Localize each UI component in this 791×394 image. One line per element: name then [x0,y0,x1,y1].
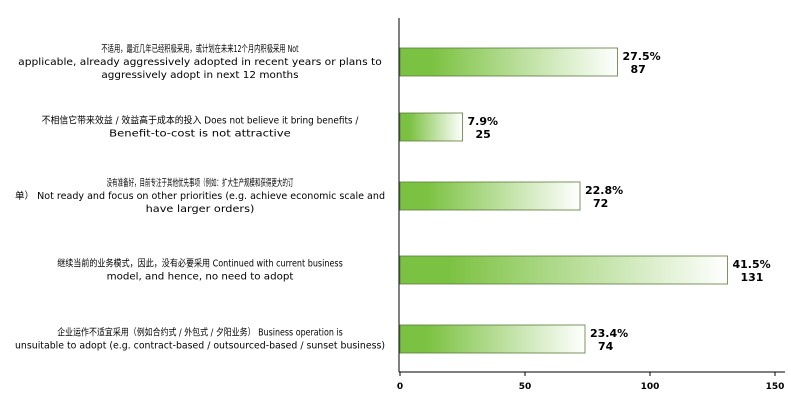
percent-label: 23.4% [590,327,628,340]
x-tick-label: 50 [519,382,532,392]
value-label: 74 [598,340,614,353]
category-label: 不适用，最近几年已经积极采用，或计划在未来12个月内积极采用 Not applic… [18,43,382,81]
bar [399,112,463,142]
bar [399,47,618,77]
value-label: 72 [593,197,608,210]
value-label: 25 [476,128,491,141]
bar [399,181,581,211]
value-label: 87 [631,63,646,76]
category-labels: 不适用，最近几年已经积极采用，或计划在未来12个月内积极采用 Not applic… [15,43,385,352]
bar [399,255,728,285]
bar [399,324,586,354]
category-label: 不相信它带来效益 / 效益高于成本的投入 Does not believe it… [42,115,360,140]
x-tick-label: 0 [397,382,403,392]
category-label: 没有准备好，目前专注于其他优先事项（例如：扩大生产规模和获得更大的订单） Not… [15,177,385,215]
x-tick-label: 150 [766,382,785,392]
x-axis-ticks: 0 50 100 150 [397,372,785,392]
category-label: 继续当前的业务模式，因此，没有必要采用 Continued with curre… [57,258,343,283]
percent-label: 22.8% [585,184,623,197]
percent-label: 41.5% [733,258,771,271]
value-label: 131 [741,271,764,284]
percent-label: 7.9% [468,115,499,128]
bars-group [399,47,728,354]
percent-label: 27.5% [623,50,661,63]
data-labels: 27.5%87 7.9%25 22.8%72 41.5%131 23.4%74 [468,50,771,353]
category-label: 企业运作不适宜采用（例如合约式 / 外包式 / 夕阳业务） Business o… [15,327,385,352]
x-tick-label: 100 [641,382,660,392]
